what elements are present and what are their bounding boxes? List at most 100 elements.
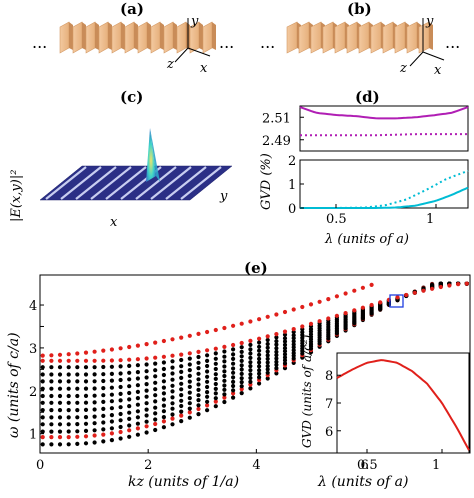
panel-e-band-point bbox=[144, 430, 149, 435]
panel-e-band-point bbox=[265, 337, 270, 343]
panel-b-slab bbox=[286, 21, 298, 54]
panel-e-band-point bbox=[205, 358, 210, 363]
panel-e-band-point bbox=[196, 387, 201, 392]
panel-e-band-point bbox=[101, 413, 106, 418]
panel-e-band-point bbox=[205, 363, 210, 369]
panel-e-band-point bbox=[135, 370, 140, 375]
panel-e-band-point bbox=[49, 358, 54, 363]
panel-e-band-point bbox=[144, 388, 149, 393]
panel-e-band-point bbox=[248, 338, 253, 343]
panel-e-band-point bbox=[179, 364, 184, 369]
panel-c-ridge bbox=[60, 166, 102, 200]
panel-e-band-point bbox=[49, 372, 54, 377]
panel-e-band-point bbox=[144, 419, 149, 424]
panel-e-band-point bbox=[179, 398, 184, 403]
panel-e-band-point bbox=[213, 391, 218, 396]
panel-e-band-point bbox=[239, 345, 244, 350]
panel-e-lightline-point bbox=[57, 352, 63, 357]
panel-e-band-point bbox=[231, 375, 236, 380]
panel-e-band-point bbox=[239, 380, 244, 385]
panel-e-band-point bbox=[282, 349, 288, 354]
panel-e-lightline-point bbox=[196, 331, 201, 336]
panel-e-band-point bbox=[66, 442, 71, 447]
panel-e-band-point bbox=[291, 333, 296, 338]
panel-e-band-point bbox=[83, 393, 89, 398]
panel-e-band-point bbox=[187, 401, 192, 406]
panel-e-band-point bbox=[231, 370, 236, 375]
panel-e-band-point bbox=[369, 302, 374, 308]
panel-e-band-point bbox=[257, 336, 262, 341]
panel-e-band-point bbox=[222, 373, 227, 379]
panel-e-band-point bbox=[153, 427, 158, 433]
inset-series-0 bbox=[336, 359, 470, 451]
panel-a-dots-left: ... bbox=[32, 33, 47, 52]
panel-e-band-point bbox=[101, 393, 106, 398]
panel-e-band-point bbox=[83, 386, 89, 391]
panel-c-peak-side bbox=[150, 128, 160, 182]
panel-e-band-point bbox=[239, 391, 244, 396]
panel-a-axis-z bbox=[174, 47, 189, 63]
panel-e-band-point bbox=[101, 386, 106, 391]
panel-e-band-point bbox=[170, 422, 175, 427]
panel-e-band-point bbox=[239, 354, 244, 359]
panel-e-band-point bbox=[40, 442, 45, 447]
panel-e-lightline-point bbox=[153, 340, 158, 345]
panel-e-ytick-label: 2 bbox=[29, 385, 37, 400]
panel-e-band-point bbox=[135, 402, 140, 407]
panel-d-bottom-ticks: 0 1 2 0.5 1 bbox=[288, 154, 437, 227]
panel-e-band-point bbox=[153, 417, 158, 422]
panel-e-ticks: 0 2 4 6 1 2 3 4 bbox=[29, 299, 369, 473]
panel-e-band-point bbox=[248, 351, 253, 356]
panel-e-band-point bbox=[101, 420, 106, 425]
panel-a-slab bbox=[72, 21, 83, 54]
panel-e-band-point bbox=[282, 339, 288, 344]
panel-e-lightline-point bbox=[326, 297, 331, 302]
panel-e-band-point bbox=[170, 406, 175, 411]
panel-e-band-point bbox=[127, 363, 132, 368]
panel-e-band-point bbox=[57, 442, 63, 447]
panel-a-slab-side bbox=[212, 22, 216, 50]
panel-e-band-point bbox=[239, 367, 244, 372]
panel-e-band-point bbox=[179, 387, 184, 392]
panel-e-band-point bbox=[144, 382, 149, 387]
panel-c-ridge bbox=[180, 166, 222, 200]
panel-e-band-point bbox=[92, 400, 97, 405]
panel-e-band-point bbox=[231, 361, 236, 366]
panel-e-band-point bbox=[213, 351, 218, 356]
panel-e-band-point bbox=[179, 375, 184, 380]
panel-e-band-point bbox=[213, 346, 218, 351]
panel-e-band-point bbox=[92, 365, 97, 370]
panel-e-band-point bbox=[205, 408, 210, 413]
panel-e-band-point bbox=[49, 386, 54, 391]
panel-e-band-point bbox=[83, 407, 89, 412]
panel-e-lightline-point bbox=[40, 353, 45, 358]
panel-a-slab bbox=[202, 21, 213, 54]
panel-e-band-point bbox=[75, 358, 80, 363]
panel-e-band-point bbox=[118, 358, 123, 363]
panel-e-band-point bbox=[274, 335, 279, 340]
panel-a-axis-z-label: z bbox=[166, 57, 174, 72]
panel-e-band-point bbox=[75, 415, 80, 420]
panel-d-top-chart: GVD (%) 2.51 2.49 bbox=[259, 105, 469, 210]
panel-e-band-point bbox=[57, 400, 63, 405]
panel-e-band-point bbox=[196, 398, 201, 403]
panel-e-band-point bbox=[222, 354, 227, 359]
panel-e-band-point bbox=[92, 386, 97, 391]
panel-e-band-point bbox=[274, 339, 279, 344]
panel-e-band-point bbox=[430, 286, 435, 291]
panel-a-slab-side bbox=[121, 22, 125, 50]
panel-a-dots-right: ... bbox=[219, 33, 234, 52]
panel-e-band-point bbox=[118, 371, 123, 376]
panel-e-band-point bbox=[83, 372, 89, 377]
panel-e-band-point bbox=[127, 423, 132, 428]
panel-e-lightline-point bbox=[49, 353, 54, 358]
panel-e-band-point bbox=[205, 394, 210, 399]
panel-e-band-point bbox=[196, 382, 201, 387]
panel-e-band-point bbox=[109, 385, 114, 390]
panel-a-slab-side bbox=[160, 22, 164, 50]
panel-e-band-point bbox=[196, 393, 201, 398]
panel-e-band-point bbox=[66, 429, 71, 434]
panel-e-band-point bbox=[274, 349, 279, 354]
panel-a-slab-side bbox=[199, 22, 203, 50]
panel-e-band-point bbox=[282, 358, 288, 363]
